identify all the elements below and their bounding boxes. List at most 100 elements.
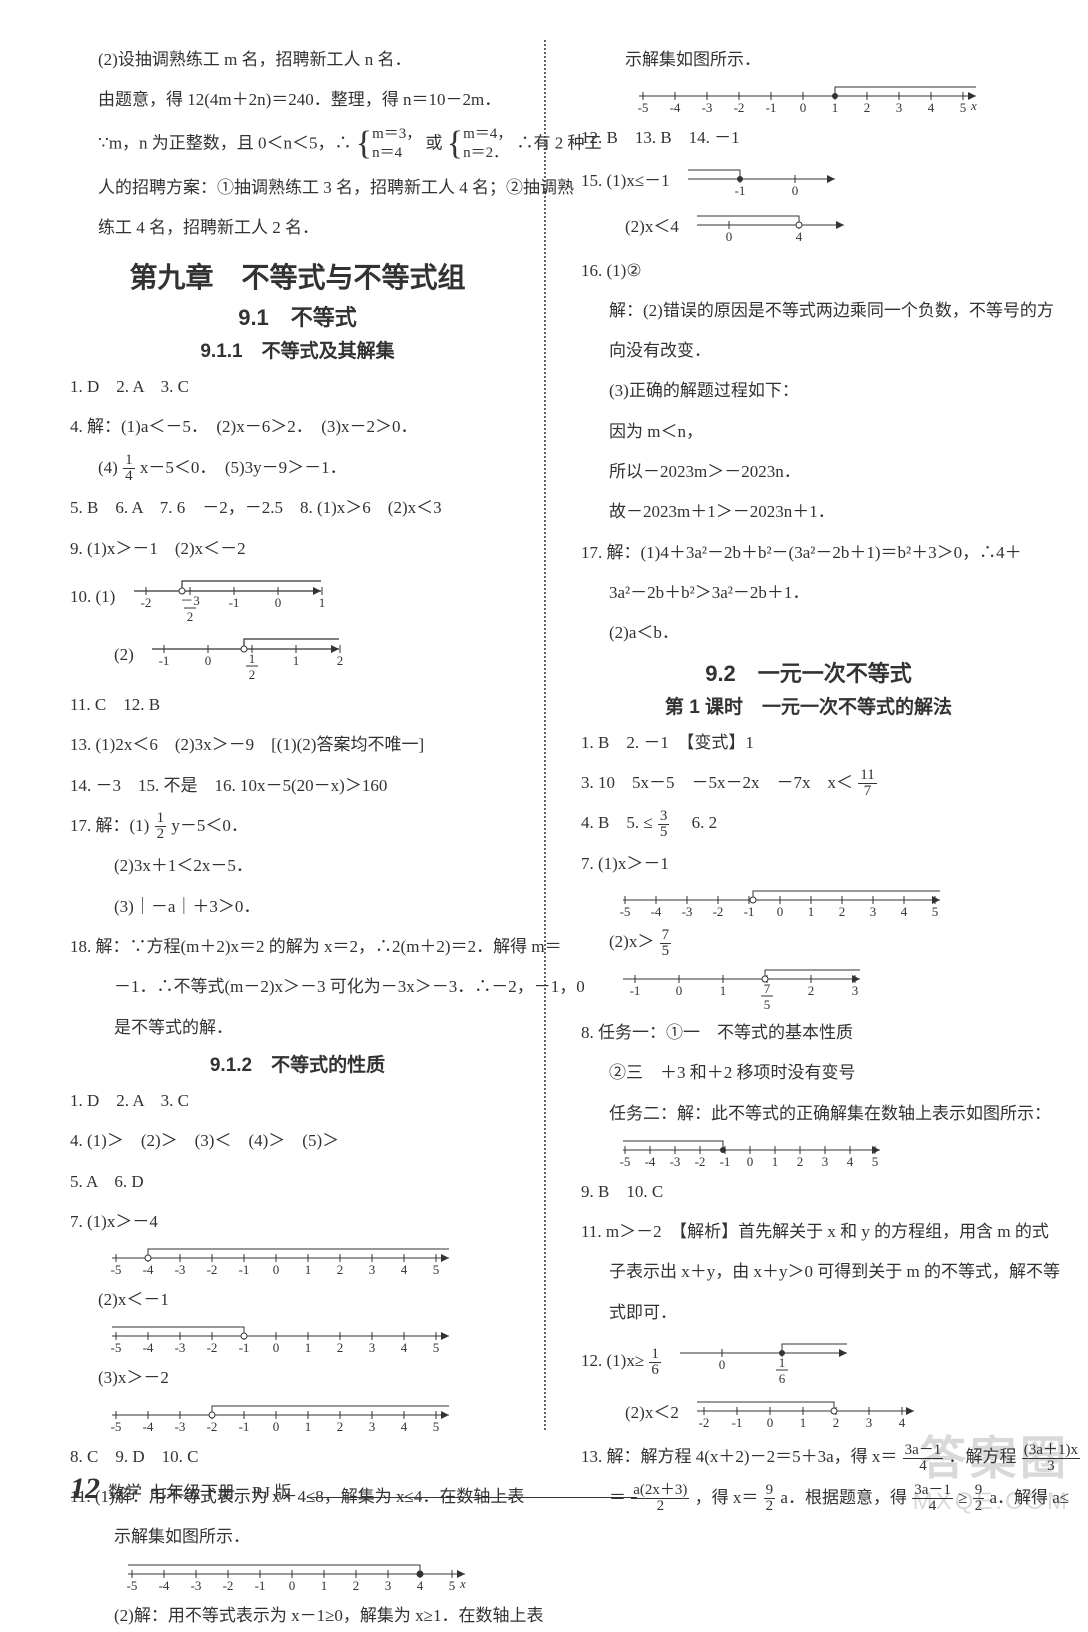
svg-text:0: 0 bbox=[274, 595, 281, 610]
svg-text:-1: -1 bbox=[255, 1578, 266, 1593]
watermark-text: 答案圈 bbox=[913, 1422, 1070, 1488]
svg-text:0: 0 bbox=[777, 904, 784, 919]
svg-text:-2: -2 bbox=[699, 1415, 710, 1430]
text: 13. 解：解方程 4(x＋2)－2＝5＋3a，得 x＝ bbox=[581, 1447, 897, 1466]
svg-text:0: 0 bbox=[747, 1154, 754, 1169]
answer: 18. 解：∵方程(m＋2)x＝2 的解为 x＝2，∴2(m＋2)＝2．解得 m… bbox=[70, 931, 525, 963]
svg-text:4: 4 bbox=[401, 1419, 408, 1434]
svg-text:-4: -4 bbox=[651, 904, 662, 919]
section-title: 9.2 一元一次不等式 bbox=[581, 656, 1036, 688]
number-line: -10 bbox=[680, 165, 850, 199]
fraction: 92 bbox=[764, 1483, 776, 1514]
svg-text:4: 4 bbox=[796, 229, 803, 244]
svg-text:-2: -2 bbox=[223, 1578, 234, 1593]
svg-text:3: 3 bbox=[369, 1419, 376, 1434]
svg-text:3: 3 bbox=[822, 1154, 829, 1169]
svg-text:2: 2 bbox=[839, 904, 846, 919]
text: a．根据题意，得 bbox=[780, 1488, 907, 1507]
number-line: -5-4-3-2-1012345 bbox=[587, 1136, 1036, 1170]
svg-text:2: 2 bbox=[808, 983, 815, 998]
answer: 是不等式的解． bbox=[70, 1012, 525, 1044]
svg-text:0: 0 bbox=[273, 1419, 280, 1434]
svg-text:3: 3 bbox=[385, 1578, 392, 1593]
svg-text:-4: -4 bbox=[159, 1578, 170, 1593]
svg-text:-2: -2 bbox=[695, 1154, 706, 1169]
svg-text:-1: -1 bbox=[239, 1340, 250, 1355]
svg-text:-2: -2 bbox=[207, 1340, 218, 1355]
text: (2) bbox=[114, 645, 134, 664]
svg-text:-3: -3 bbox=[670, 1154, 681, 1169]
svg-text:5: 5 bbox=[433, 1262, 440, 1277]
answer: 示解集如图所示． bbox=[70, 1521, 525, 1553]
text: y－5＜0． bbox=[171, 816, 248, 835]
text: n＝4 bbox=[372, 144, 421, 164]
number-line: 016 bbox=[672, 1339, 862, 1385]
svg-text:2: 2 bbox=[337, 653, 344, 668]
svg-text:1: 1 bbox=[321, 1578, 328, 1593]
svg-text:0: 0 bbox=[719, 1357, 726, 1372]
svg-text:2: 2 bbox=[186, 609, 193, 621]
answer: 7. (1)x＞－4 bbox=[70, 1206, 525, 1238]
text: 人的招聘方案：①抽调熟练工 3 名，招聘新工人 4 名；②抽调熟 bbox=[70, 172, 525, 204]
svg-text:1: 1 bbox=[800, 1415, 807, 1430]
svg-text:-1: -1 bbox=[734, 183, 745, 198]
text: (4) bbox=[98, 458, 118, 477]
number-line: -5-4-3-2-1012345 bbox=[587, 886, 1036, 920]
svg-text:-3: -3 bbox=[191, 1578, 202, 1593]
section-title: 9.1 不等式 bbox=[70, 300, 525, 332]
answer: 5. A 6. D bbox=[70, 1166, 525, 1198]
svg-text:3: 3 bbox=[870, 904, 877, 919]
svg-text:-5: -5 bbox=[111, 1262, 122, 1277]
fraction: 75 bbox=[660, 928, 672, 959]
answer: 4. (1)＞ (2)＞ (3)＜ (4)＞ (5)＞ bbox=[70, 1125, 525, 1157]
svg-text:-5: -5 bbox=[111, 1419, 122, 1434]
svg-text:7: 7 bbox=[764, 981, 771, 996]
answer: (3)x＞－2 bbox=[70, 1362, 525, 1394]
answer: 4. B 5. ≤ 35 6. 2 bbox=[581, 807, 1036, 840]
text: 12. (1)x≥ bbox=[581, 1351, 644, 1370]
svg-text:0: 0 bbox=[289, 1578, 296, 1593]
svg-text:2: 2 bbox=[337, 1419, 344, 1434]
fraction: 12 bbox=[155, 811, 167, 842]
text: ，得 x＝ bbox=[695, 1488, 759, 1507]
svg-text:-5: -5 bbox=[127, 1578, 138, 1593]
number-line: -5-4-3-2-1012345 bbox=[76, 1322, 525, 1356]
svg-text:-4: -4 bbox=[143, 1419, 154, 1434]
footer-subject: 数学 bbox=[108, 1478, 142, 1503]
text: m＝4， bbox=[463, 125, 512, 145]
watermark-url: MXQE.COM bbox=[913, 1488, 1070, 1516]
svg-text:3: 3 bbox=[896, 100, 903, 115]
text: 由题意，得 12(4m＋2n)＝240．整理，得 n＝10－2m． bbox=[70, 84, 525, 116]
answer: 4. 解：(1)a＜－5． (2)x－6＞2． (3)x－2＞0． bbox=[70, 411, 525, 443]
answer: (2)x＜－1 bbox=[70, 1284, 525, 1316]
fraction: 14 bbox=[123, 453, 135, 484]
svg-text:-3: -3 bbox=[702, 100, 713, 115]
answer: (3)｜－a｜＋3＞0． bbox=[70, 891, 525, 923]
number-line: -5-4-3-2-1012345 x bbox=[76, 1560, 525, 1594]
answer: 11. C 12. B bbox=[70, 689, 525, 721]
answer: 因为 m＜n， bbox=[581, 416, 1036, 448]
fraction: a(2x＋3)2 bbox=[631, 1483, 689, 1514]
answer: 任务二：解：此不等式的正确解集在数轴上表示如图所示： bbox=[581, 1098, 1036, 1130]
svg-text:2: 2 bbox=[249, 667, 256, 679]
svg-text:-2: -2 bbox=[734, 100, 745, 115]
svg-text:-2: -2 bbox=[713, 904, 724, 919]
svg-text:0: 0 bbox=[767, 1415, 774, 1430]
svg-text:-2: -2 bbox=[207, 1262, 218, 1277]
svg-text:-5: -5 bbox=[620, 904, 631, 919]
svg-text:-5: -5 bbox=[111, 1340, 122, 1355]
answer: 8. 任务一：①一 不等式的基本性质 bbox=[581, 1017, 1036, 1049]
svg-text:3: 3 bbox=[852, 983, 859, 998]
svg-text:2: 2 bbox=[353, 1578, 360, 1593]
svg-text:-5: -5 bbox=[638, 100, 649, 115]
svg-text:1: 1 bbox=[305, 1419, 312, 1434]
answer: 1. D 2. A 3. C bbox=[70, 1085, 525, 1117]
text: 4. B 5. ≤ bbox=[581, 813, 653, 832]
svg-text:1: 1 bbox=[249, 651, 256, 666]
answer: 10. (1) -2－32-101 bbox=[70, 573, 525, 623]
answer: 3. 10 5x－5 －5x－2x －7x x＜ 117 bbox=[581, 767, 1036, 800]
answer: 9. (1)x＞－1 (2)x＜－2 bbox=[70, 533, 525, 565]
answer: 5. B 6. A 7. 6 －2，－2.5 8. (1)x＞6 (2)x＜3 bbox=[70, 492, 525, 524]
text: (2)x＞ bbox=[609, 932, 654, 951]
answer: 3a²－2b＋b²＞3a²－2b＋1． bbox=[581, 577, 1036, 609]
